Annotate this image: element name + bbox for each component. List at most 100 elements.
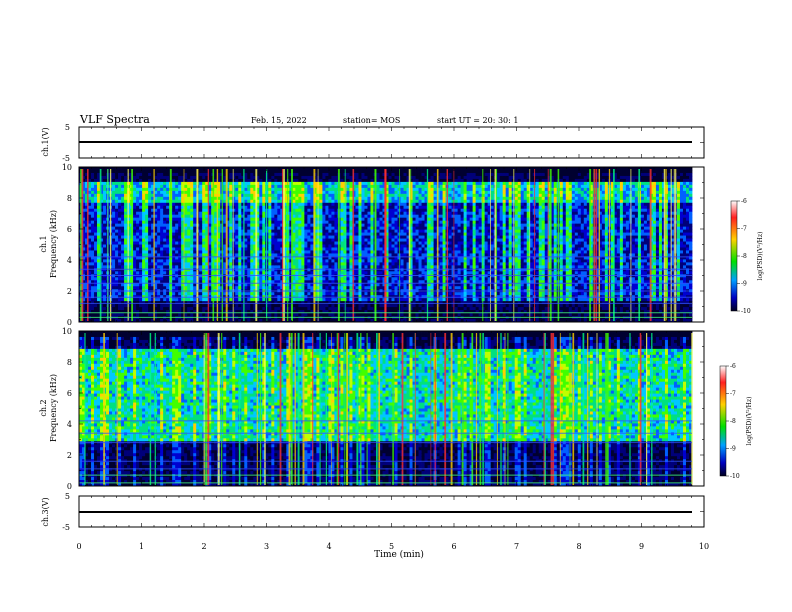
spectrogram-cell bbox=[124, 181, 128, 186]
spectrogram-cell bbox=[307, 277, 311, 281]
spectrogram-cell bbox=[136, 307, 140, 311]
spectrogram-cell bbox=[325, 319, 329, 323]
spectrogram-cell bbox=[277, 169, 281, 174]
spectrogram-cell bbox=[115, 310, 119, 314]
spectrogram-cell bbox=[205, 277, 209, 281]
spectrogram-cell bbox=[193, 214, 197, 219]
spectrogram-cell bbox=[160, 175, 164, 180]
spectrogram-cell bbox=[244, 167, 248, 171]
spectrogram-cell bbox=[250, 286, 254, 290]
spectrogram-cell bbox=[118, 169, 122, 174]
spectrogram-cell bbox=[349, 181, 353, 186]
spectrogram-cell bbox=[319, 304, 323, 308]
spectrogram-cell bbox=[256, 208, 260, 213]
spectrogram-cell bbox=[184, 277, 188, 281]
spectrogram-cell bbox=[199, 187, 203, 192]
spectrogram-cell bbox=[190, 202, 194, 207]
spectrogram-cell bbox=[151, 167, 155, 171]
spectrogram-cell bbox=[199, 319, 203, 323]
spectrogram-cell bbox=[214, 247, 218, 251]
spectrogram-cell bbox=[112, 217, 116, 222]
spectrogram-cell bbox=[334, 232, 338, 236]
spectrogram-cell bbox=[172, 292, 176, 296]
spectrogram-cell bbox=[241, 241, 245, 245]
spectrogram-cell bbox=[319, 310, 323, 314]
spectrogram-cell bbox=[100, 169, 104, 174]
spectrogram-cell bbox=[175, 259, 179, 263]
spectrogram-cell bbox=[181, 220, 185, 225]
spectrogram-cell bbox=[136, 268, 140, 272]
spectrogram-cell bbox=[328, 259, 332, 263]
spectrogram-cell bbox=[304, 178, 308, 183]
spectrogram-cell bbox=[268, 271, 272, 275]
spectrogram-cell bbox=[190, 241, 194, 245]
spectrogram-cell bbox=[136, 283, 140, 287]
spectrogram-cell bbox=[145, 175, 149, 180]
spectrogram-cell bbox=[271, 229, 275, 233]
spectrogram-cell bbox=[238, 199, 242, 204]
spectrogram-cell bbox=[85, 250, 89, 254]
spectrogram-cell bbox=[136, 271, 140, 275]
spectrogram-cell bbox=[85, 196, 89, 201]
spectrogram-cell bbox=[262, 211, 266, 216]
spectrogram-cell bbox=[322, 220, 326, 225]
spectrogram-cell bbox=[247, 304, 251, 308]
spectrogram-cell bbox=[235, 247, 239, 251]
spectrogram-cell bbox=[238, 253, 242, 257]
spectrogram-cell bbox=[262, 271, 266, 275]
spectrogram-cell bbox=[301, 181, 305, 186]
spectrogram-cell bbox=[142, 175, 146, 180]
spectrogram-cell bbox=[271, 199, 275, 204]
spectrogram-cell bbox=[244, 211, 248, 216]
spectrogram-cell bbox=[277, 199, 281, 204]
spectrogram-cell bbox=[298, 208, 302, 213]
spectrogram-cell bbox=[154, 244, 158, 248]
spectrogram-cell bbox=[217, 217, 221, 222]
spectrogram-cell bbox=[307, 167, 311, 171]
spectrogram-cell bbox=[304, 193, 308, 198]
spectrogram-cell bbox=[97, 214, 101, 219]
spectrogram-cell bbox=[253, 283, 257, 287]
spectrogram-cell bbox=[115, 253, 119, 257]
spectrogram-cell bbox=[319, 175, 323, 180]
spectrogram-cell bbox=[166, 199, 170, 204]
spectrogram-cell bbox=[157, 265, 161, 269]
spectrogram-cell bbox=[319, 193, 323, 198]
spectrogram-cell bbox=[340, 184, 344, 189]
spectrogram-cell bbox=[244, 196, 248, 201]
spectrogram-cell bbox=[148, 220, 152, 225]
spectrogram-cell bbox=[250, 184, 254, 189]
spectrogram-cell bbox=[250, 167, 254, 171]
spectrogram-cell bbox=[319, 202, 323, 207]
spectrogram-cell bbox=[259, 181, 263, 186]
spectrogram-cell bbox=[244, 223, 248, 228]
spectrogram-cell bbox=[97, 262, 101, 266]
spectrogram-cell bbox=[160, 292, 164, 296]
spectrogram-cell bbox=[157, 235, 161, 239]
spectrogram-cell bbox=[175, 250, 179, 254]
spectrogram-cell bbox=[154, 310, 158, 314]
spectrogram-cell bbox=[334, 313, 338, 317]
spectrogram-cell bbox=[304, 181, 308, 186]
spectrogram-cell bbox=[277, 280, 281, 284]
spectrogram-cell bbox=[184, 244, 188, 248]
spectrogram-cell bbox=[325, 190, 329, 195]
spectrogram-cell bbox=[328, 223, 332, 228]
spectrogram-cell bbox=[331, 205, 335, 210]
spectrogram-cell bbox=[124, 292, 128, 296]
spectrogram-cell bbox=[259, 292, 263, 296]
spectrogram-cell bbox=[226, 223, 230, 228]
spectrogram-cell bbox=[139, 184, 143, 189]
spectrogram-cell bbox=[148, 172, 152, 177]
spectrogram-cell bbox=[97, 253, 101, 257]
spectrogram-cell bbox=[331, 181, 335, 186]
spectrogram-cell bbox=[85, 205, 89, 210]
spectrogram-cell bbox=[319, 250, 323, 254]
spectrogram-cell bbox=[160, 199, 164, 204]
spectrogram-cell bbox=[199, 313, 203, 317]
spectrogram-cell bbox=[88, 202, 92, 207]
spectrogram-cell bbox=[256, 184, 260, 189]
spectrogram-cell bbox=[355, 190, 359, 195]
spectrogram-cell bbox=[193, 190, 197, 195]
spectrogram-cell bbox=[142, 193, 146, 198]
